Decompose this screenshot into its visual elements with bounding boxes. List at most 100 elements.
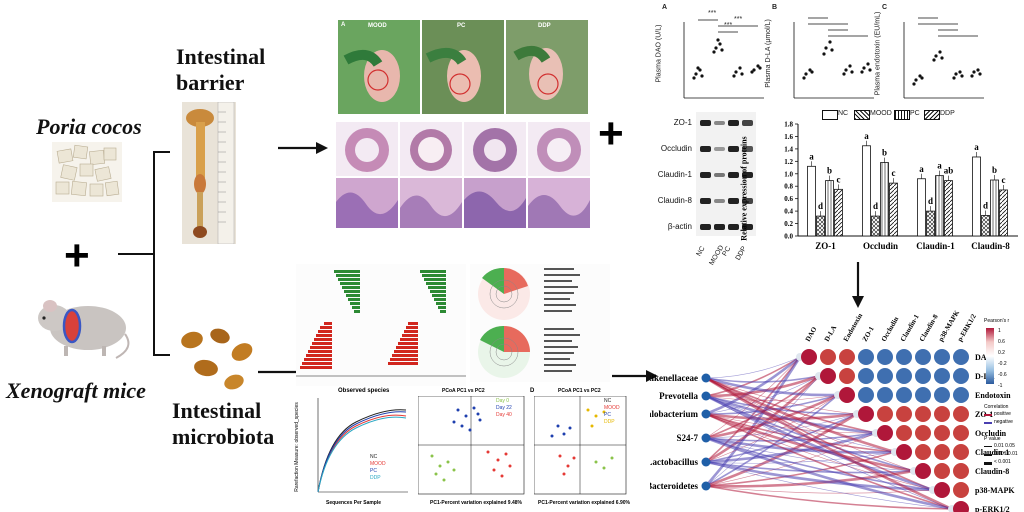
bar-sig-letter: c	[837, 174, 841, 184]
heat-cell	[820, 349, 836, 365]
bacteria-node	[701, 409, 711, 419]
heat-row-label: Claudin-1	[975, 448, 1009, 457]
bar-ylabel: Relative expression of proteins	[739, 136, 749, 241]
pcoa-c-legend-1: Day 22	[496, 405, 512, 411]
legend-label-nc: NC	[838, 110, 849, 117]
network-edge	[705, 377, 858, 415]
bar-nc-occludin	[862, 145, 871, 237]
bar-sig-letter: a	[974, 142, 979, 152]
network-edge	[705, 376, 839, 397]
observed-legend-mood: MOOD	[370, 461, 386, 467]
bar-sig-letter: a	[937, 161, 942, 171]
bar-y-tick-label: 1.8	[784, 121, 793, 129]
colorbar-title: Pearson's r	[984, 318, 1010, 324]
heat-cell	[858, 368, 874, 384]
heat-cell	[820, 368, 836, 384]
network-edge	[705, 432, 877, 487]
heat-cell	[915, 463, 931, 479]
network-edge	[705, 436, 896, 454]
photo-nc: A	[338, 20, 420, 114]
dao-ylabel: Plasma DAO (U/L)	[655, 24, 663, 83]
bar-y-tick-label: 0.6	[784, 195, 793, 203]
heat-row-label: D-LA	[975, 372, 995, 381]
pcoa-d-xlabel: PC1-Percent variation explained 6.90%	[538, 500, 630, 506]
heat-cell	[839, 349, 855, 365]
plus-sign-right: +	[598, 109, 624, 158]
bar-sig-letter: a	[864, 131, 869, 141]
heat-cell	[896, 406, 912, 422]
poria-title: Poria cocos	[36, 114, 142, 139]
heat-cell	[877, 387, 893, 403]
bacteria-node	[701, 433, 711, 443]
network-edge	[705, 394, 839, 463]
bar-category-label: Claudin-8	[971, 241, 1010, 251]
bar-sig-letter: c	[892, 168, 896, 178]
bacteria-node	[701, 391, 711, 401]
protein-bar-chart: 0.00.20.40.60.81.01.21.41.61.8adbcZO-1ad…	[784, 121, 1018, 251]
bar-sig-letter: d	[928, 196, 933, 206]
pcoa-d-legend-2: PC	[604, 412, 611, 418]
network-edge	[705, 451, 896, 464]
network-edge	[705, 451, 896, 487]
wb-label-actin: β-actin	[667, 222, 692, 231]
mouse-image	[30, 288, 140, 373]
arrow-to-network	[612, 370, 658, 382]
network-edge	[705, 375, 820, 383]
legend-label-mood: MOOD	[870, 110, 892, 117]
heat-cell	[877, 349, 893, 365]
corr-positive: positive	[994, 411, 1011, 417]
bar-ddp-claudin-8	[999, 189, 1008, 237]
bar-sig-letter: a	[809, 151, 814, 161]
heat-cell	[858, 406, 874, 422]
heat-cell	[953, 482, 969, 498]
bar-y-tick-label: 1.2	[784, 158, 793, 166]
legend-swatch-nc	[822, 110, 838, 120]
heat-cell	[915, 425, 931, 441]
network-edge	[705, 485, 934, 494]
plasma-dla-panel: B Plasma D-LA (μmol/L)	[765, 4, 876, 108]
heat-cell	[934, 406, 950, 422]
network-edge	[705, 394, 934, 492]
heat-col-label: Occludin	[880, 315, 901, 343]
network-edge	[705, 394, 839, 401]
network-edge	[705, 413, 858, 463]
network-edge	[705, 413, 953, 510]
network-edge	[705, 431, 877, 464]
bar-sig-letter: b	[992, 165, 997, 175]
bar-nc-zo-1	[807, 165, 816, 237]
bar-nc-claudin-1	[917, 178, 926, 237]
network-edge	[705, 460, 934, 492]
legend-swatch-ddp	[924, 110, 940, 120]
network-edge	[705, 376, 953, 511]
histology-panel	[336, 122, 592, 230]
bar-sig-letter: d	[818, 201, 823, 211]
plus-sign: +	[64, 231, 90, 280]
heat-cell	[877, 425, 893, 441]
observed-legend-pc: PC	[370, 468, 377, 474]
pcoa-d-letter: D	[530, 388, 535, 394]
bar-y-tick-label: 1.0	[784, 170, 793, 178]
pcoa-d-legend-0: NC	[604, 398, 612, 404]
bacteria-icons	[181, 328, 253, 390]
heat-cell	[915, 444, 931, 460]
heat-cell	[896, 444, 912, 460]
bar-y-tick-label: 0.4	[784, 208, 793, 216]
bar-y-tick-label: 0.8	[784, 183, 793, 191]
network-edge	[705, 375, 820, 487]
bacteria-label: Rikenellaceae	[650, 373, 698, 383]
heat-cell	[915, 387, 931, 403]
bacteria-label: Lactobacillus	[650, 457, 698, 467]
heat-cell	[953, 463, 969, 479]
network-edge	[705, 461, 953, 510]
bar-pc-claudin-8	[990, 179, 999, 237]
heat-cell	[877, 406, 893, 422]
legend-swatch-pc	[894, 110, 910, 120]
heat-cell	[915, 368, 931, 384]
bacteria-label: Dehalobacterium	[650, 409, 698, 419]
heat-cell	[934, 387, 950, 403]
bar-ddp-zo-1	[834, 188, 843, 237]
pcoa-d-title: PCoA PC1 vs PC2	[558, 388, 601, 394]
bar-y-tick-label: 1.6	[784, 133, 793, 141]
network-edge	[705, 376, 896, 454]
network-edge	[705, 393, 839, 440]
